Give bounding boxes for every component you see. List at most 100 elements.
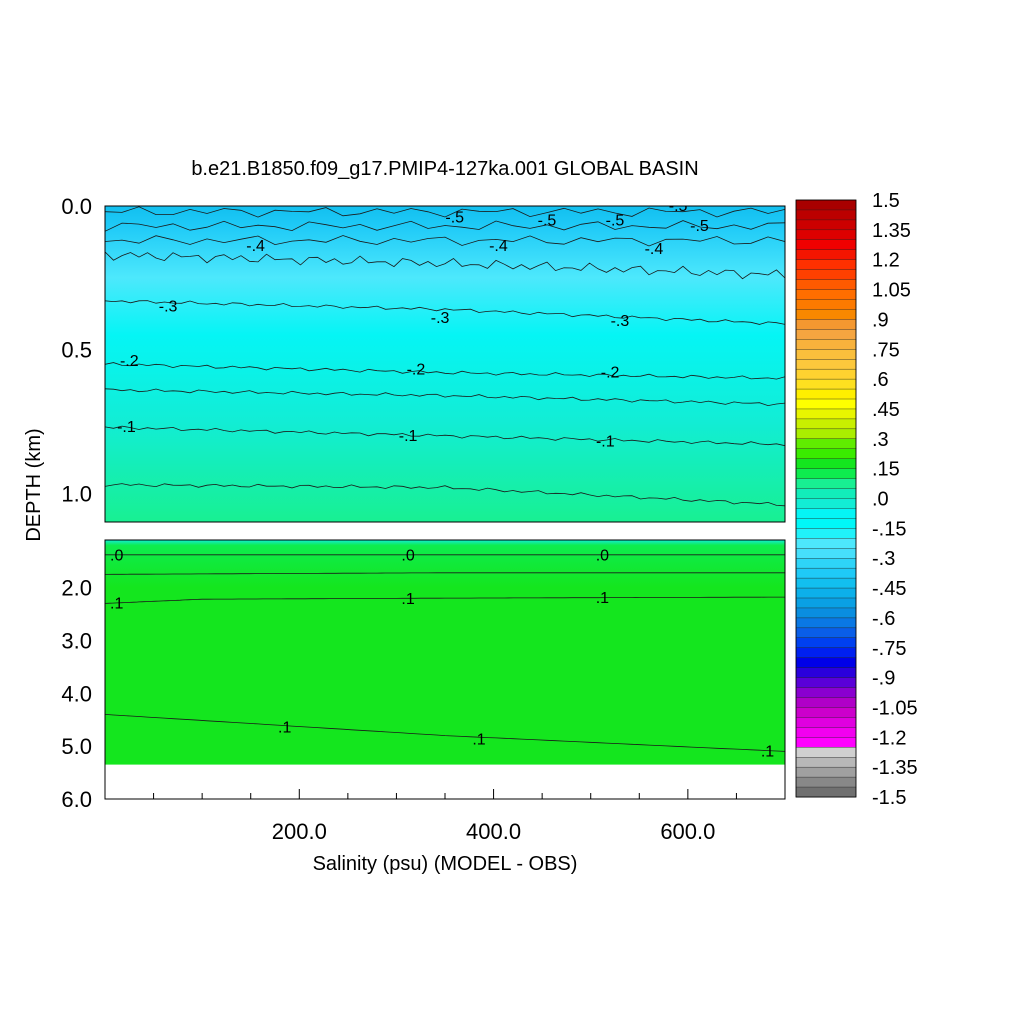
colorbar-label: -1.35 — [872, 757, 918, 779]
colorbar-swatch — [795, 418, 857, 430]
colorbar-label: 1.35 — [872, 220, 911, 242]
contour-label: -.4 — [246, 238, 265, 255]
x-axis-label: Salinity (psu) (MODEL - OBS) — [313, 853, 578, 875]
colorbar-swatch — [795, 438, 857, 450]
colorbar-label: -1.5 — [872, 787, 906, 809]
contour-line — [105, 362, 785, 380]
colorbar-swatch — [795, 408, 857, 420]
colorbar-swatch — [795, 707, 857, 718]
colorbar-swatch — [795, 229, 857, 241]
colorbar-swatch — [795, 388, 857, 400]
colorbar-label: .9 — [872, 309, 889, 331]
colorbar-swatch — [795, 587, 857, 599]
colorbar-label: .3 — [872, 429, 889, 451]
contour-line — [105, 714, 785, 752]
colorbar-swatch — [795, 687, 857, 698]
colorbar-swatch — [795, 269, 857, 281]
colorbar-swatch — [795, 249, 857, 261]
colorbar-label: 1.2 — [872, 250, 900, 272]
colorbar-swatch — [795, 647, 857, 659]
upper-panel-fill — [105, 206, 785, 522]
colorbar-swatch — [795, 428, 857, 440]
colorbar-swatch — [795, 319, 857, 330]
colorbar-swatch — [795, 359, 857, 370]
y-axis: 0.0 0.5 1.0 2.0 3.0 4.0 5.0 6.0 — [61, 194, 92, 812]
contour-line — [105, 483, 785, 507]
colorbar-label: .6 — [872, 369, 889, 391]
colorbar-label: .45 — [872, 399, 900, 421]
colorbar-label: 1.05 — [872, 280, 911, 302]
colorbar-swatch — [795, 577, 857, 589]
colorbar-label: .15 — [872, 459, 900, 481]
contour-line — [105, 220, 785, 232]
colorbar-swatch — [795, 667, 857, 679]
contour-label: .0 — [401, 547, 414, 564]
y-tick-label: 0.5 — [61, 338, 92, 363]
colorbar-swatch — [795, 717, 857, 728]
colorbar-swatch — [795, 697, 857, 708]
y-tick-label: 4.0 — [61, 681, 92, 706]
colorbar-label: -.6 — [872, 608, 895, 630]
contour-label: -.3 — [611, 313, 630, 330]
colorbar-label: -1.2 — [872, 727, 906, 749]
chart-title: b.e21.B1850.f09_g17.PMIP4-127ka.001 GLOB… — [191, 158, 698, 180]
contour-label: -.1 — [596, 434, 615, 451]
y-tick-label: 5.0 — [61, 734, 92, 759]
y-tick-label: 3.0 — [61, 628, 92, 653]
colorbar-swatch — [795, 677, 857, 689]
contour-label: -.2 — [120, 353, 139, 370]
colorbar-swatch — [795, 538, 857, 549]
contour-label: .1 — [278, 720, 291, 737]
colorbar-swatch — [795, 239, 857, 251]
colorbar-swatch — [795, 786, 857, 798]
colorbar-swatch — [795, 448, 857, 460]
contour-line — [105, 235, 785, 247]
colorbar-swatch — [795, 597, 857, 609]
colorbar-swatch — [795, 617, 857, 629]
contour-line — [105, 596, 785, 604]
contour-label: -.5 — [669, 198, 688, 215]
colorbar-swatch — [795, 518, 857, 529]
colorbar-swatch — [795, 607, 857, 619]
contour-label: -.5 — [538, 212, 557, 229]
contour-label: -.2 — [407, 362, 426, 379]
colorbar-swatch — [795, 199, 857, 211]
colorbar-label: .0 — [872, 489, 889, 511]
colorbar-swatch — [795, 368, 857, 380]
contour-label: -.5 — [606, 212, 625, 229]
contour-line — [105, 300, 785, 325]
lower-contours: .0 .0 .0 .1 .1 .1 .1 .1 .1 — [105, 547, 785, 760]
colorbar-label: -.9 — [872, 668, 895, 690]
lower-panel-fill — [105, 540, 785, 765]
contour-label: -.5 — [690, 218, 709, 235]
colorbar-label: -.45 — [872, 578, 906, 600]
colorbar-swatch — [795, 309, 857, 320]
contour-line — [105, 572, 785, 575]
colorbar-swatch — [795, 488, 857, 499]
contour-label: .1 — [110, 595, 123, 612]
contour-label: -.3 — [159, 299, 178, 316]
colorbar-label: .75 — [872, 339, 900, 361]
colorbar-swatch — [795, 508, 857, 519]
contour-label: -.4 — [489, 238, 508, 255]
contour-label: .1 — [401, 591, 414, 608]
colorbar-swatch — [795, 219, 857, 231]
colorbar-swatch — [795, 776, 857, 788]
contour-label: -.3 — [431, 310, 450, 327]
contour-label: .1 — [761, 743, 774, 760]
colorbar-label: -.3 — [872, 548, 895, 570]
upper-panel-frame — [104, 205, 786, 523]
colorbar-swatch — [795, 757, 857, 768]
colorbar-swatch — [795, 657, 857, 669]
contour-label: .1 — [596, 590, 609, 607]
colorbar-swatch — [795, 766, 857, 778]
colorbar-frame — [795, 199, 857, 798]
contour-label: -.2 — [601, 365, 620, 382]
x-tick-label: 600.0 — [660, 819, 715, 844]
colorbar-swatch — [795, 209, 857, 221]
x-tick-label: 200.0 — [272, 819, 327, 844]
colorbar-swatch — [795, 478, 857, 490]
colorbar-swatch — [795, 737, 857, 748]
colorbar-swatch — [795, 558, 857, 569]
colorbar-swatch — [795, 289, 857, 300]
